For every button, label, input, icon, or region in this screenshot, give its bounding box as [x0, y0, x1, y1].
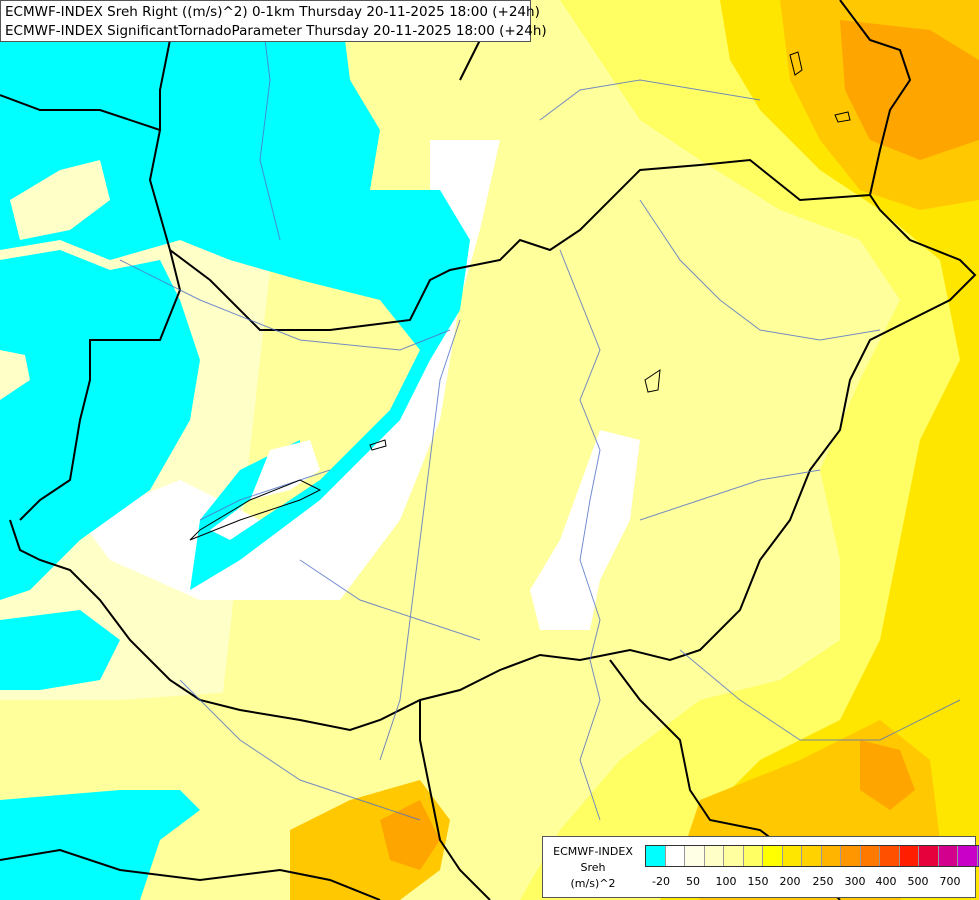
legend-tick-label: 200 [779, 875, 801, 888]
legend-swatch [958, 846, 978, 866]
legend-tick-label: 300 [844, 875, 866, 888]
rivers [119, 0, 961, 821]
legend-swatch [860, 846, 880, 866]
legend-swatch [899, 846, 919, 866]
legend-swatch [880, 846, 900, 866]
legend-swatch [841, 846, 861, 866]
lakes [189, 51, 851, 541]
legend-label-line-3: (m/s)^2 [570, 877, 616, 890]
legend-tick-label: 700 [939, 875, 961, 888]
legend-swatch [821, 846, 841, 866]
field-golden [660, 0, 979, 900]
legend-swatch [665, 846, 685, 866]
color-legend: ECMWF-INDEX Sreh (m/s)^2 -20 50 100 150 200 2… [542, 836, 979, 898]
legend-swatch [743, 846, 763, 866]
legend-swatch [977, 846, 979, 866]
field-orange-south-2 [380, 800, 440, 870]
legend-color-bar [645, 845, 979, 867]
field-cyan-sw [0, 610, 120, 690]
legend-tick-label: 400 [875, 875, 897, 888]
field-orange-se-2 [860, 740, 915, 810]
field-cyan-south [0, 790, 200, 900]
legend-tick-label: 250 [812, 875, 834, 888]
legend-swatch [685, 846, 705, 866]
legend-tick-label: 100 [715, 875, 737, 888]
legend-tick-label: 50 [686, 875, 700, 888]
legend-tick-label: 150 [747, 875, 769, 888]
legend-tick-label: -20 [652, 875, 670, 888]
map-title-line-2: ECMWF-INDEX SignificantTornadoParameter … [5, 23, 547, 39]
field-white-island [250, 440, 320, 500]
map-title-box: ECMWF-INDEX Sreh Right ((m/s)^2) 0-1km T… [0, 0, 547, 42]
legend-label-line-1: ECMWF-INDEX [553, 845, 633, 858]
legend-swatch [646, 846, 666, 866]
legend-swatch [704, 846, 724, 866]
field-white [80, 140, 500, 600]
field-cyan-west-2 [0, 250, 200, 600]
field-orange [840, 20, 979, 160]
legend-label-line-2: Sreh [580, 861, 606, 874]
legend-swatch [802, 846, 822, 866]
field-pale-island-2 [0, 350, 30, 400]
legend-swatch [782, 846, 802, 866]
legend-tick-label: 500 [907, 875, 929, 888]
field-pale-island-1 [10, 160, 110, 240]
legend-swatch [724, 846, 744, 866]
legend-swatch [938, 846, 958, 866]
map-title-line-1: ECMWF-INDEX Sreh Right ((m/s)^2) 0-1km T… [5, 4, 540, 20]
legend-swatch [919, 846, 939, 866]
field-cyan-west [0, 0, 470, 590]
legend-swatch [763, 846, 783, 866]
